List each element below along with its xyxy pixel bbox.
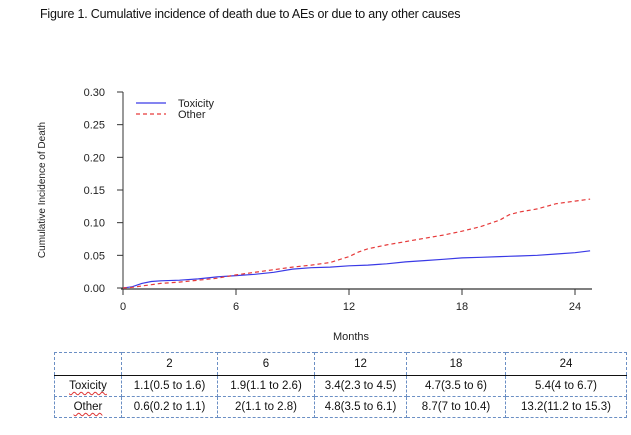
x-tick-label: 0 xyxy=(120,301,126,313)
series-line-other xyxy=(122,198,591,289)
table-cell: 3.4(2.3 to 4.5) xyxy=(314,375,407,397)
y-tick-label: 0.25 xyxy=(84,120,105,132)
y-tick-label: 0.30 xyxy=(84,87,105,99)
row-label: Toxicity xyxy=(69,380,107,392)
x-tick-label: 12 xyxy=(343,301,355,313)
series-line-toxicity xyxy=(122,250,591,289)
cumulative-incidence-chart: 0.00 0.05 0.10 0.15 0.20 0.25 0.30 0 6 12 18 24 Mont… xyxy=(37,87,592,343)
axes: 0.00 0.05 0.10 0.15 0.20 0.25 0.30 0 6 12 18 24 Mont… xyxy=(37,87,592,343)
x-tick-label: 6 xyxy=(233,301,239,313)
table-cell: 2(1.1 to 2.8) xyxy=(217,396,315,418)
table-cell: 0.6(0.2 to 1.1) xyxy=(121,396,218,418)
y-axis-title: Cumulative Incidence of Death xyxy=(37,122,48,258)
table-cell: 1.1(0.5 to 1.6) xyxy=(121,375,218,397)
table-cell: 1.9(1.1 to 2.6) xyxy=(217,375,315,397)
table-header-cell: 24 xyxy=(505,352,627,376)
legend-label-other: Other xyxy=(178,109,206,121)
row-label: Other xyxy=(73,401,103,413)
x-tick-label: 24 xyxy=(569,301,581,313)
table-cell: 8.7(7 to 10.4) xyxy=(406,396,506,418)
table-header-cell: 12 xyxy=(314,352,407,376)
table-cell: 4.8(3.5 to 6.1) xyxy=(314,396,407,418)
y-tick-label: 0.15 xyxy=(84,185,105,197)
y-tick-label: 0.10 xyxy=(84,218,105,230)
y-tick-label: 0.00 xyxy=(84,283,105,295)
table-row: Toxicity 1.1(0.5 to 1.6) 1.9(1.1 to 2.6)… xyxy=(54,375,627,397)
table-header-cell xyxy=(54,352,122,376)
table-cell: 13.2(11.2 to 15.3) xyxy=(505,396,627,418)
figure-title: Figure 1. Cumulative incidence of death … xyxy=(40,7,461,21)
table-header-cell: 2 xyxy=(121,352,218,376)
x-tick-label: 18 xyxy=(456,301,468,313)
series-group xyxy=(122,198,591,289)
table-cell: 4.7(3.5 to 6) xyxy=(406,375,506,397)
incidence-table: 2 6 12 18 24 Toxicity 1.1(0.5 to 1.6) 1.… xyxy=(54,352,627,418)
table-header-cell: 18 xyxy=(406,352,506,376)
table-header-cell: 6 xyxy=(217,352,315,376)
legend-label-toxicity: Toxicity xyxy=(178,98,215,110)
table-header-row: 2 6 12 18 24 xyxy=(54,352,627,376)
y-tick-label: 0.20 xyxy=(84,152,105,164)
y-tick-label: 0.05 xyxy=(84,250,105,262)
table-cell: 5.4(4 to 6.7) xyxy=(505,375,627,397)
x-axis-title: Months xyxy=(333,331,370,343)
table-row: Other 0.6(0.2 to 1.1) 2(1.1 to 2.8) 4.8(… xyxy=(54,396,627,418)
